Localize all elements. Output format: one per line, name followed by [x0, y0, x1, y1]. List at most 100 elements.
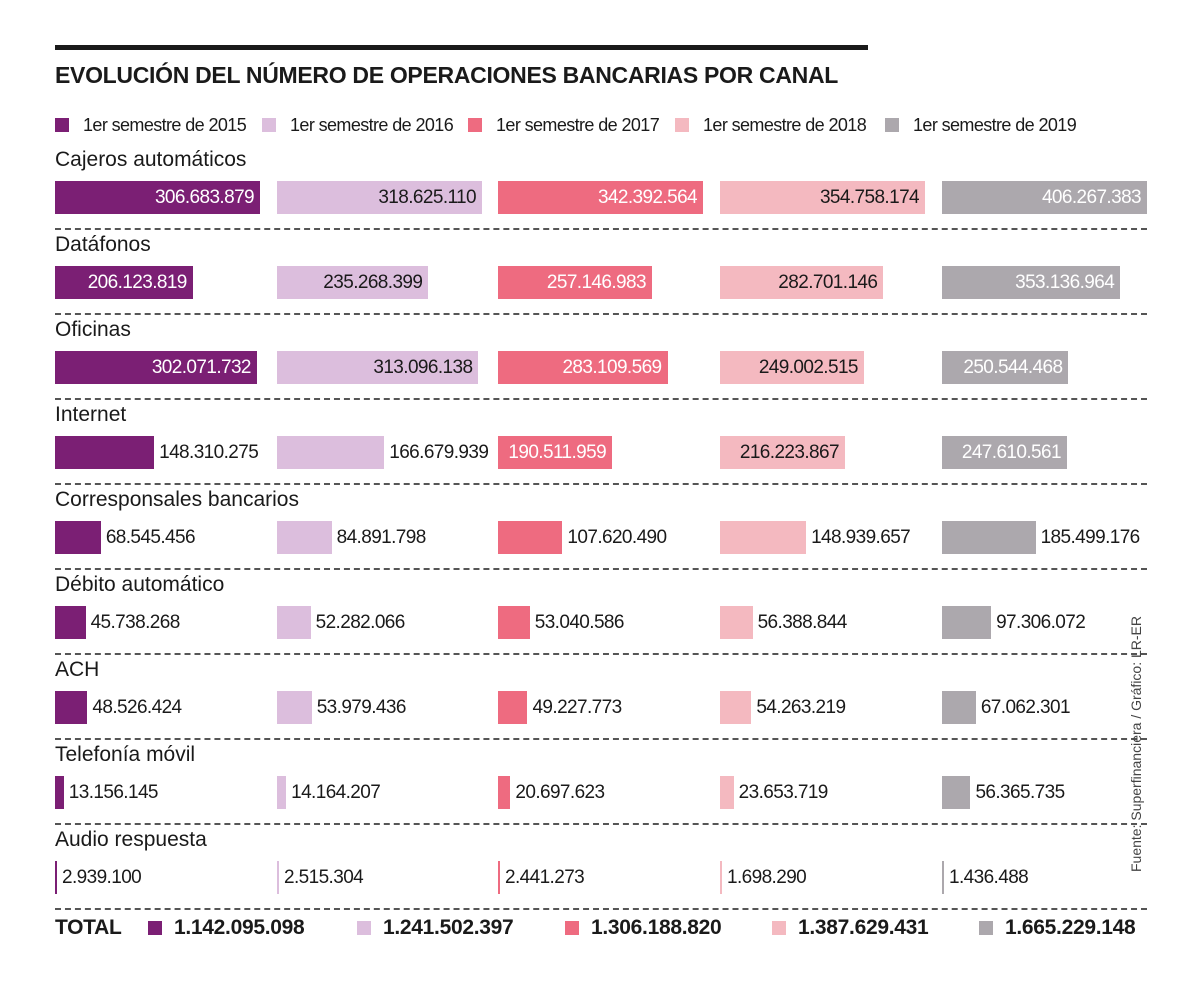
category-label: Débito automático: [55, 573, 225, 596]
bar: [498, 691, 528, 724]
data-label: 216.223.867: [739, 442, 840, 463]
bar: [720, 776, 734, 809]
row-divider: [55, 313, 1147, 315]
data-label: 56.388.844: [757, 612, 848, 633]
legend-swatch: [885, 118, 899, 132]
bar: [720, 691, 752, 724]
bar: [277, 691, 312, 724]
bar: [942, 691, 976, 724]
legend-swatch: [262, 118, 276, 132]
data-label: 342.392.564: [597, 187, 698, 208]
data-label: 302.071.732: [151, 357, 252, 378]
bar: [498, 181, 703, 214]
total-swatch: [979, 921, 993, 935]
bar: [498, 606, 530, 639]
total-value: 1.142.095.098: [148, 916, 305, 940]
legend-label: 1er semestre de 2016: [290, 114, 454, 135]
total-number: 1.665.229.148: [1005, 916, 1136, 939]
bar: [277, 351, 479, 384]
data-label: 306.683.879: [154, 187, 255, 208]
data-label: 20.697.623: [515, 782, 605, 803]
bar: [498, 521, 563, 554]
bar: [55, 691, 88, 724]
data-label: 1.436.488: [949, 867, 1029, 888]
data-label: 354.758.174: [819, 187, 920, 208]
data-label: 206.123.819: [87, 272, 188, 293]
bar: [498, 436, 613, 469]
category-label: Corresponsales bancarios: [55, 488, 299, 511]
total-swatch: [565, 921, 579, 935]
row-divider: [55, 568, 1147, 570]
bar: [498, 861, 500, 894]
category-label: Cajeros automáticos: [55, 148, 247, 171]
legend-item: 1er semestre de 2017: [468, 113, 660, 137]
data-label: 313.096.138: [373, 357, 473, 378]
row-divider: [55, 738, 1147, 740]
category-label: Datáfonos: [55, 233, 151, 256]
legend-swatch: [675, 118, 689, 132]
data-label: 45.738.268: [90, 612, 181, 633]
total-number: 1.387.629.431: [798, 916, 929, 939]
row-divider: [55, 483, 1147, 485]
data-label: 13.156.145: [68, 782, 159, 803]
total-number: 1.306.188.820: [591, 916, 722, 939]
bar: [277, 606, 311, 639]
data-label: 318.625.110: [378, 187, 476, 208]
data-label: 148.310.275: [159, 442, 259, 463]
bar: [942, 351, 1069, 384]
bar: [498, 776, 511, 809]
legend-item: 1er semestre de 2016: [262, 113, 454, 137]
total-label: TOTAL: [55, 916, 122, 939]
bar: [277, 181, 482, 214]
bar: [720, 861, 722, 894]
bar: [720, 351, 864, 384]
data-label: 190.511.959: [508, 442, 607, 463]
bar: [55, 351, 257, 384]
legend-item: 1er semestre de 2019: [885, 113, 1077, 137]
bar: [55, 861, 57, 894]
row-divider: [55, 228, 1147, 230]
category-label: Telefonía móvil: [55, 743, 196, 766]
bar: [720, 436, 845, 469]
bar: [277, 266, 429, 299]
top-rule: [55, 45, 868, 50]
total-swatch: [772, 921, 786, 935]
total-value: 1.387.629.431: [772, 916, 929, 940]
data-label: 235.268.399: [323, 272, 423, 293]
row-divider: [55, 908, 1147, 910]
data-label: 250.544.468: [963, 357, 1063, 378]
bar: [55, 181, 260, 214]
data-label: 49.227.773: [532, 697, 622, 718]
legend-swatch: [468, 118, 482, 132]
data-label: 54.263.219: [756, 697, 846, 718]
bar: [55, 606, 86, 639]
data-label: 14.164.207: [291, 782, 381, 803]
data-label: 406.267.383: [1041, 187, 1142, 208]
legend-swatch: [55, 118, 69, 132]
legend-label: 1er semestre de 2015: [83, 114, 247, 135]
total-number: 1.241.502.397: [383, 916, 514, 939]
data-label: 107.620.490: [567, 527, 667, 548]
data-label: 166.679.939: [389, 442, 489, 463]
category-label: Audio respuesta: [55, 828, 207, 851]
bar: [942, 436, 1067, 469]
bar: [277, 521, 332, 554]
data-label: 84.891.798: [336, 527, 427, 548]
data-label: 23.653.719: [738, 782, 829, 803]
legend-item: 1er semestre de 2018: [675, 113, 867, 137]
bar: [942, 776, 971, 809]
bar: [498, 266, 652, 299]
total-value: 1.306.188.820: [565, 916, 722, 940]
bar: [720, 181, 925, 214]
data-label: 53.040.586: [534, 612, 625, 633]
bar: [55, 521, 101, 554]
total-number: 1.142.095.098: [174, 916, 305, 939]
total-value: 1.241.502.397: [357, 916, 514, 940]
data-label: 1.698.290: [727, 867, 807, 888]
data-label: 185.499.176: [1040, 527, 1141, 548]
category-label: ACH: [55, 658, 100, 681]
data-label: 48.526.424: [92, 697, 182, 718]
chart-title: EVOLUCIÓN DEL NÚMERO DE OPERACIONES BANC…: [55, 62, 839, 88]
bar: [942, 521, 1036, 554]
